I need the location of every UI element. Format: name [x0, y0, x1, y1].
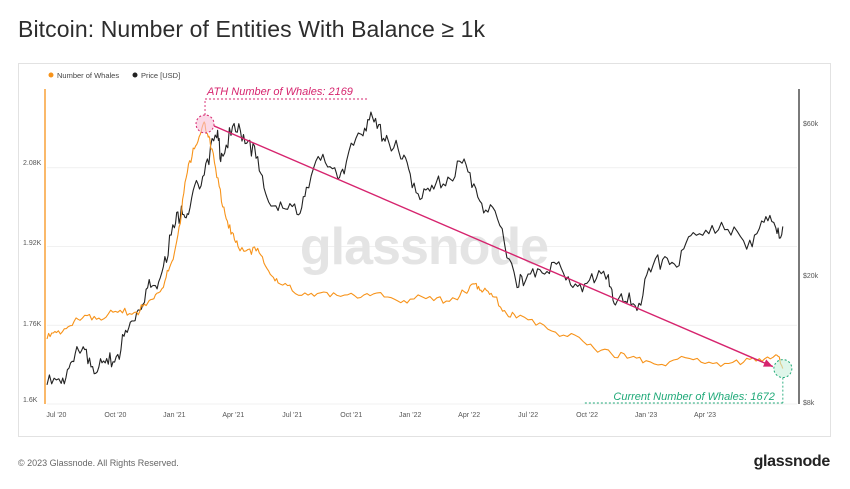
x-tick-label: Jan '22 [399, 412, 421, 419]
whales-series-line [46, 121, 784, 369]
x-axis-ticks: Jul '20 Oct '20 Jan '21 Apr '21 Jul '21 Oct '… [46, 412, 716, 419]
x-tick-label: Apr '23 [694, 412, 716, 419]
legend-label-whales[interactable]: Number of Whales [57, 71, 119, 80]
grid [47, 167, 797, 405]
trend-arrow-line [213, 125, 774, 368]
y-right-tick-0: $8k [803, 400, 815, 407]
x-tick-label: Apr '22 [458, 412, 480, 419]
y-right-tick-2: $60k [803, 121, 819, 128]
legend-dot-price [132, 72, 138, 78]
footer-logo[interactable]: glassnode [753, 453, 831, 470]
x-tick-label: Jul '22 [518, 412, 538, 419]
x-tick-label: Jul '21 [282, 412, 302, 419]
legend-label-price[interactable]: Price [USD] [141, 71, 180, 80]
legend[interactable]: Number of Whales Price [USD] [48, 71, 181, 80]
annotation-ath: ATH Number of Whales: 2169 [195, 86, 368, 134]
page-title: Bitcoin: Number of Entities With Balance… [18, 16, 486, 42]
y-right-tick-1: $20k [803, 273, 819, 280]
x-tick-label: Jan '23 [635, 412, 657, 419]
y-left-tick-2: 1.92K [23, 240, 42, 247]
x-tick-label: Apr '21 [222, 412, 244, 419]
footer-copyright: © 2023 Glassnode. All Rights Reserved. [18, 458, 179, 468]
current-marker [773, 359, 793, 379]
x-tick-label: Oct '20 [104, 412, 126, 419]
x-tick-label: Oct '21 [340, 412, 362, 419]
y-left-tick-3: 2.08K [23, 160, 42, 167]
ath-label: ATH Number of Whales: 2169 [206, 86, 353, 98]
trend-arrow-head [763, 359, 773, 367]
chart-svg[interactable]: Number of Whales Price [USD] 1.6K 1.76K … [19, 64, 830, 436]
ath-marker [195, 114, 215, 134]
y-left-tick-0: 1.6K [23, 397, 38, 404]
legend-dot-whales [48, 72, 54, 78]
x-tick-label: Jul '20 [46, 412, 66, 419]
watermark: glassnode [300, 218, 548, 276]
chart-panel: Number of Whales Price [USD] 1.6K 1.76K … [18, 63, 831, 437]
current-label: Current Number of Whales: 1672 [613, 391, 774, 403]
annotation-current: Current Number of Whales: 1672 [584, 359, 793, 404]
x-tick-label: Oct '22 [576, 412, 598, 419]
x-tick-label: Jan '21 [163, 412, 185, 419]
y-left-tick-1: 1.76K [23, 321, 42, 328]
